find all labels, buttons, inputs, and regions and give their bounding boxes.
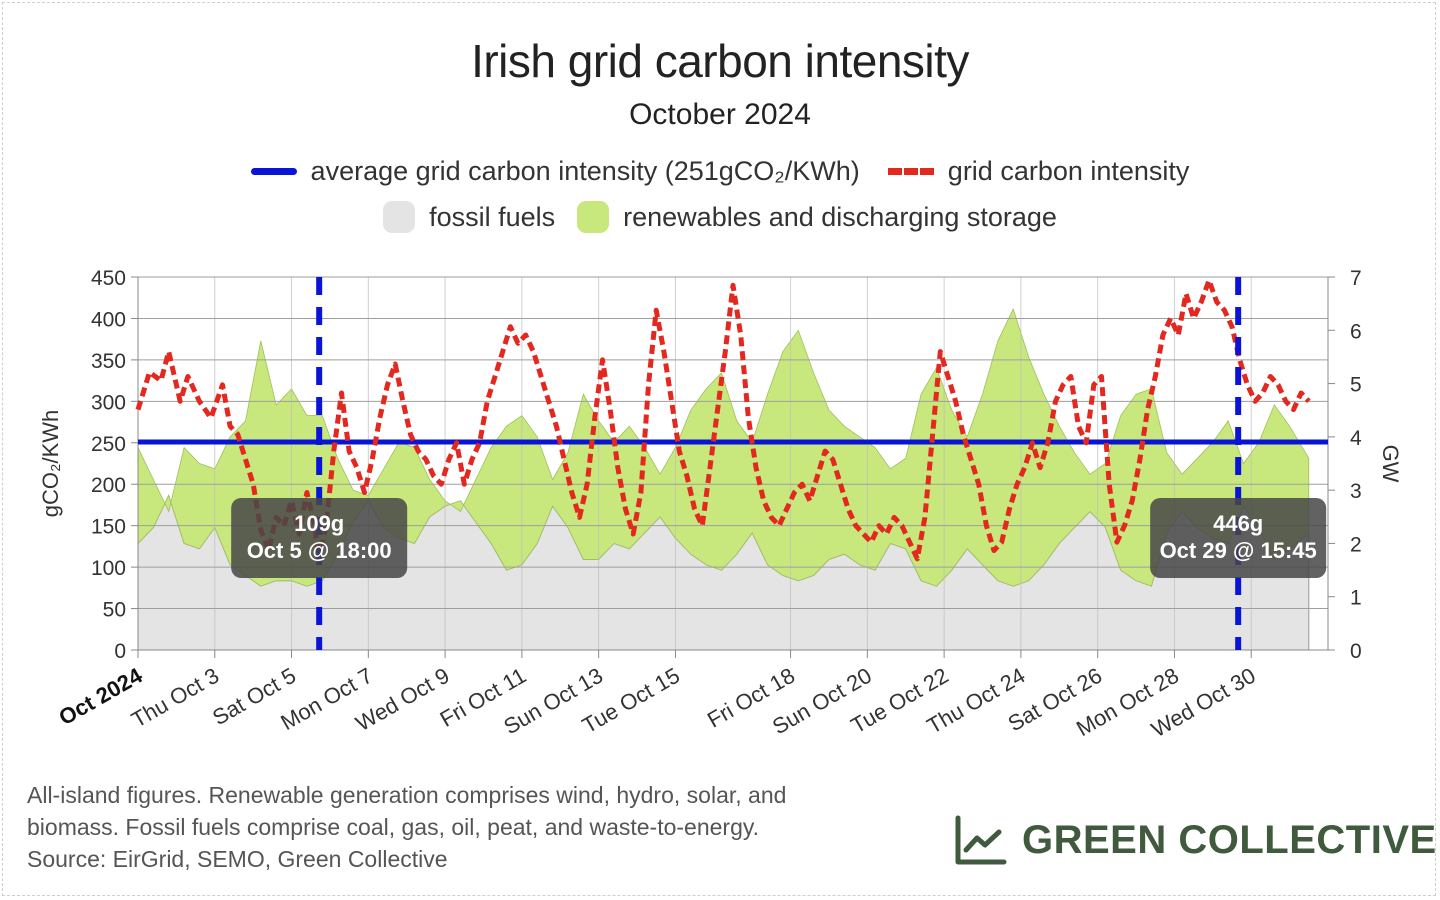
y-left-tick-label-7: 100 xyxy=(91,557,126,580)
series-line-carbon-intensity xyxy=(135,277,1311,563)
footnote-line-2: biomass. Fossil fuels comprise coal, gas… xyxy=(27,814,760,840)
legend-swatch-average xyxy=(250,168,297,175)
footnote-line-3: Source: EirGrid, SEMO, Green Collective xyxy=(27,846,448,872)
marker-tooltip-value-1: 446g xyxy=(1213,511,1263,536)
legend-row-areas: fossil fuels renewables and discharging … xyxy=(0,201,1440,233)
y-right-tick-label-1: 6 xyxy=(1350,320,1362,343)
y-left-tick-label-9: 0 xyxy=(114,640,126,663)
marker-tooltip-time-0: Oct 5 @ 18:00 xyxy=(247,538,392,563)
y-right-tick-label-6: 1 xyxy=(1350,587,1362,610)
x-tick-label-1: Thu Oct 3 xyxy=(127,663,223,733)
legend-item-average[interactable]: average grid carbon intensity (251gCO₂/K… xyxy=(250,156,860,187)
y-right-tick-label-5: 2 xyxy=(1350,533,1362,556)
y-right-tick-label-4: 3 xyxy=(1350,480,1362,503)
chart-subtitle: October 2024 xyxy=(629,98,811,131)
y-left-tick-label-1: 400 xyxy=(91,308,126,331)
legend-swatch-carbon-intensity xyxy=(887,168,934,175)
y-left-tick-label-6: 150 xyxy=(91,516,126,539)
footnote: All-island figures. Renewable generation… xyxy=(27,779,927,875)
marker-tooltip-time-1: Oct 29 @ 15:45 xyxy=(1160,538,1317,563)
y-left-tick-label-4: 250 xyxy=(91,433,126,456)
marker-tooltip-1 xyxy=(1150,498,1327,578)
brand-name: GREEN COLLECTIVE xyxy=(1022,817,1437,862)
marker-tooltip-0 xyxy=(231,498,408,578)
line-chart-icon xyxy=(955,815,1007,865)
y-right-tick-label-0: 7 xyxy=(1350,267,1362,290)
legend-item-fossil[interactable]: fossil fuels xyxy=(383,201,555,233)
y-left-tick-label-5: 200 xyxy=(91,474,126,497)
legend-swatch-fossil xyxy=(383,201,416,233)
legend-label-renewables: renewables and discharging storage xyxy=(623,201,1057,232)
legend-row-lines: average grid carbon intensity (251gCO₂/K… xyxy=(0,156,1440,187)
y-left-tick-label-2: 350 xyxy=(91,350,126,373)
legend-label-fossil: fossil fuels xyxy=(429,201,556,232)
footnote-line-1: All-island figures. Renewable generation… xyxy=(27,782,787,808)
marker-tooltip-value-0: 109g xyxy=(294,511,344,536)
legend-label-average: average grid carbon intensity (251gCO₂/K… xyxy=(310,156,860,186)
legend-item-renewables[interactable]: renewables and discharging storage xyxy=(577,201,1057,233)
legend-swatch-renewables xyxy=(577,201,610,233)
y-left-tick-label-3: 300 xyxy=(91,391,126,414)
y-left-tick-label-0: 450 xyxy=(91,267,126,290)
legend-label-carbon-intensity: grid carbon intensity xyxy=(947,156,1190,186)
y-left-tick-label-8: 50 xyxy=(103,599,126,622)
legend-item-carbon-intensity[interactable]: grid carbon intensity xyxy=(887,156,1190,187)
y-right-tick-label-7: 0 xyxy=(1350,640,1362,663)
y-right-tick-label-2: 5 xyxy=(1350,374,1362,397)
chart-title: Irish grid carbon intensity xyxy=(471,35,969,87)
brand-logo[interactable]: GREEN COLLECTIVE xyxy=(952,812,1437,868)
y-axis-title-left: gCO₂/KWh xyxy=(38,410,63,518)
y-right-tick-label-3: 4 xyxy=(1350,427,1362,450)
y-axis-title-right: GW xyxy=(1378,445,1403,483)
